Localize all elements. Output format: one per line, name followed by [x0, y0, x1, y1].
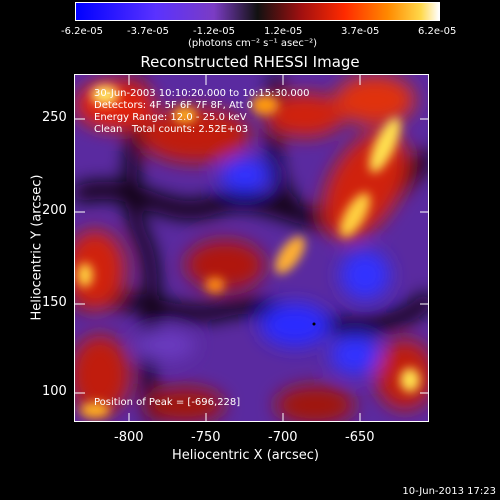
y-tick-label: 100: [42, 384, 67, 399]
x-axis-title: Heliocentric X (arcsec): [172, 448, 319, 463]
timestamp-footer: 10-Jun-2013 17:23: [402, 486, 496, 497]
y-tick-label: 200: [42, 203, 67, 218]
info-detectors: Detectors: 4F 5F 6F 7F 8F, Att 0: [94, 100, 254, 111]
x-tick-label: -750: [191, 430, 221, 445]
info-time-range: 30-Jun-2003 10:10:20.000 to 10:15:30.000: [94, 88, 310, 99]
x-tick-label: -650: [345, 430, 375, 445]
info-energy-range: Energy Range: 12.0 - 25.0 keV: [94, 112, 247, 123]
colorbar-tick: -3.7e-05: [127, 26, 169, 37]
solar-map-image: [75, 75, 428, 421]
y-tick-label: 150: [42, 295, 67, 310]
peak-position: Position of Peak = [-696,228]: [94, 397, 241, 408]
x-tick-label: -700: [268, 430, 298, 445]
image-title: Reconstructed RHESSI Image: [140, 53, 360, 71]
colorbar-tick: 6.2e-05: [418, 26, 457, 37]
colorbar-tick: 3.7e-05: [341, 26, 380, 37]
y-axis-title: Heliocentric Y (arcsec): [29, 174, 45, 321]
info-counts: Clean Total counts: 2.52E+03: [94, 124, 249, 135]
colorbar-units: (photons cm⁻² s⁻¹ asec⁻²): [188, 38, 318, 49]
x-tick-label: -800: [114, 430, 144, 445]
peak-marker: [312, 322, 316, 326]
plot-axis-ticks: [75, 75, 428, 421]
colorbar-tick: -1.2e-05: [193, 26, 235, 37]
colorbar-tick: -6.2e-05: [61, 26, 103, 37]
colorbar-tick: 1.2e-05: [264, 26, 303, 37]
solar-map: [74, 74, 429, 422]
y-tick-label: 250: [42, 110, 67, 125]
colorbar: [75, 2, 440, 21]
